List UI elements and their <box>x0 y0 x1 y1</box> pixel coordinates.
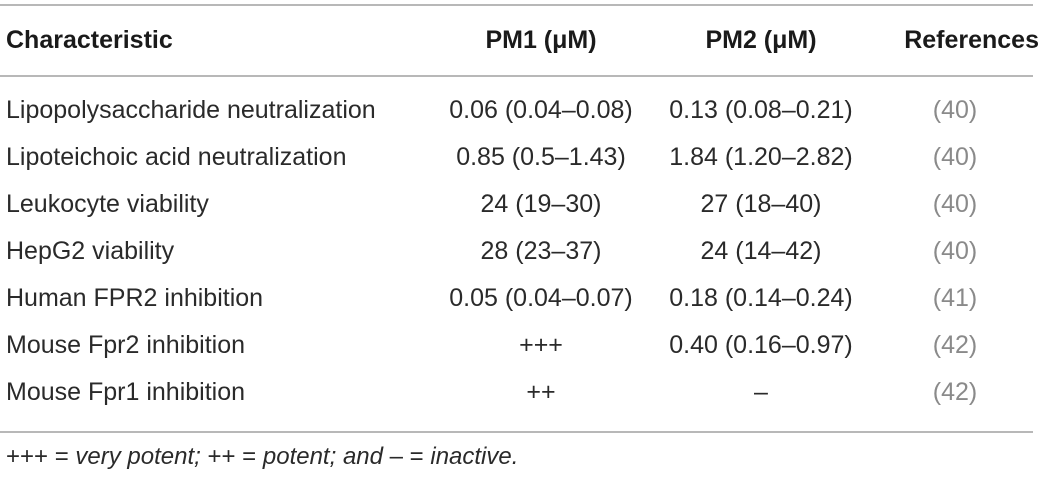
data-table: Characteristic PM1 (μM) PM2 (μM) Referen… <box>0 6 1039 416</box>
header-references: References <box>904 26 1039 54</box>
footnote-meaning: potent; and <box>262 443 390 470</box>
table-row: Lipoteichoic acid neutralization 0.85 (0… <box>0 134 1039 181</box>
table-row: Leukocyte viability 24 (19–30) 27 (18–40… <box>0 181 1039 228</box>
cell-pm1: 24 (19–30) <box>480 190 602 218</box>
cell-reference-link[interactable]: (41) <box>932 284 978 312</box>
cell-characteristic: Mouse Fpr2 inhibition <box>6 331 246 359</box>
table-header-rule <box>0 75 1033 77</box>
footnote-symbol: – = <box>389 443 431 470</box>
cell-characteristic: Lipopolysaccharide neutralization <box>6 96 376 124</box>
footnote-meaning: inactive. <box>430 443 519 470</box>
cell-characteristic: Leukocyte viability <box>6 190 209 218</box>
header-pm1: PM1 (μM) <box>485 26 597 54</box>
cell-reference-link[interactable]: (42) <box>932 331 978 359</box>
cell-characteristic: HepG2 viability <box>6 237 175 265</box>
cell-pm2: 0.18 (0.14–0.24) <box>669 284 853 312</box>
cell-pm1: ++ <box>526 378 556 406</box>
cell-pm2: 27 (18–40) <box>700 190 822 218</box>
header-pm2: PM2 (μM) <box>705 26 817 54</box>
table-footnote: +++ = very potent; ++ = potent; and – = … <box>6 443 518 471</box>
cell-reference-link[interactable]: (40) <box>932 190 978 218</box>
table-header-row: Characteristic PM1 (μM) PM2 (μM) Referen… <box>0 6 1039 75</box>
cell-characteristic: Human FPR2 inhibition <box>6 284 264 312</box>
cell-pm2: 24 (14–42) <box>700 237 822 265</box>
cell-pm1: 0.85 (0.5–1.43) <box>456 143 626 171</box>
footnote-symbol: ++ = <box>207 443 263 470</box>
table-row: HepG2 viability 28 (23–37) 24 (14–42) (4… <box>0 228 1039 275</box>
cell-pm2: 0.40 (0.16–0.97) <box>669 331 853 359</box>
cell-pm2: 0.13 (0.08–0.21) <box>669 96 853 124</box>
cell-reference-link[interactable]: (42) <box>932 378 978 406</box>
cell-reference-link[interactable]: (40) <box>932 143 978 171</box>
table-row: Lipopolysaccharide neutralization 0.06 (… <box>0 75 1039 134</box>
table-row: Mouse Fpr1 inhibition ++ – (42) <box>0 369 1039 416</box>
cell-pm1: 0.06 (0.04–0.08) <box>449 96 633 124</box>
footnote-symbol: +++ = <box>6 443 76 470</box>
table-top-rule <box>0 4 1033 6</box>
cell-characteristic: Lipoteichoic acid neutralization <box>6 143 347 171</box>
cell-pm2: – <box>754 378 768 406</box>
footnote-meaning: very potent; <box>75 443 208 470</box>
table-bottom-rule <box>0 431 1033 433</box>
cell-pm2: 1.84 (1.20–2.82) <box>669 143 853 171</box>
cell-reference-link[interactable]: (40) <box>932 237 978 265</box>
table-row: Mouse Fpr2 inhibition +++ 0.40 (0.16–0.9… <box>0 322 1039 369</box>
cell-characteristic: Mouse Fpr1 inhibition <box>6 378 246 406</box>
cell-pm1: 28 (23–37) <box>480 237 602 265</box>
cell-pm1: +++ <box>519 331 563 359</box>
cell-pm1: 0.05 (0.04–0.07) <box>449 284 633 312</box>
header-characteristic: Characteristic <box>6 26 173 54</box>
table-row: Human FPR2 inhibition 0.05 (0.04–0.07) 0… <box>0 275 1039 322</box>
cell-reference-link[interactable]: (40) <box>932 96 978 124</box>
